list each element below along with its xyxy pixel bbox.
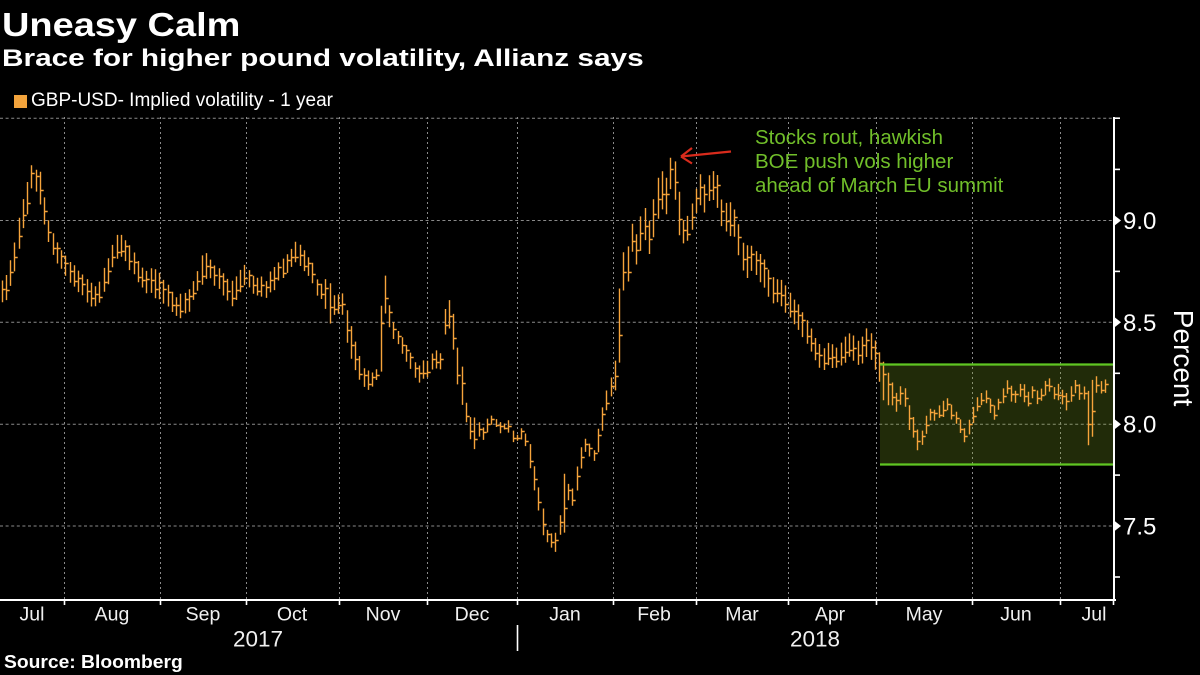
svg-text:7.5: 7.5: [1123, 514, 1156, 541]
svg-text:Jul: Jul: [20, 604, 45, 626]
svg-text:Aug: Aug: [95, 604, 130, 626]
svg-text:ahead of March EU summit: ahead of March EU summit: [755, 174, 1004, 197]
svg-text:Jul: Jul: [1082, 604, 1107, 626]
svg-text:Feb: Feb: [637, 604, 671, 626]
svg-text:9.0: 9.0: [1123, 208, 1156, 235]
svg-text:Jun: Jun: [1000, 604, 1031, 626]
svg-text:Sep: Sep: [186, 604, 221, 626]
svg-text:Jan: Jan: [549, 604, 580, 626]
svg-text:Nov: Nov: [366, 604, 401, 626]
svg-text:BOE push vols higher: BOE push vols higher: [755, 150, 953, 173]
svg-text:Oct: Oct: [277, 604, 308, 626]
svg-text:2018: 2018: [790, 627, 840, 652]
svg-text:Stocks rout, hawkish: Stocks rout, hawkish: [755, 126, 943, 149]
svg-text:Apr: Apr: [815, 604, 846, 626]
svg-text:2017: 2017: [233, 627, 283, 652]
svg-text:Mar: Mar: [725, 604, 759, 626]
svg-text:8.5: 8.5: [1123, 310, 1156, 337]
svg-text:Dec: Dec: [455, 604, 490, 626]
svg-text:8.0: 8.0: [1123, 412, 1156, 439]
svg-text:Percent: Percent: [1168, 310, 1199, 407]
svg-text:May: May: [906, 604, 943, 626]
